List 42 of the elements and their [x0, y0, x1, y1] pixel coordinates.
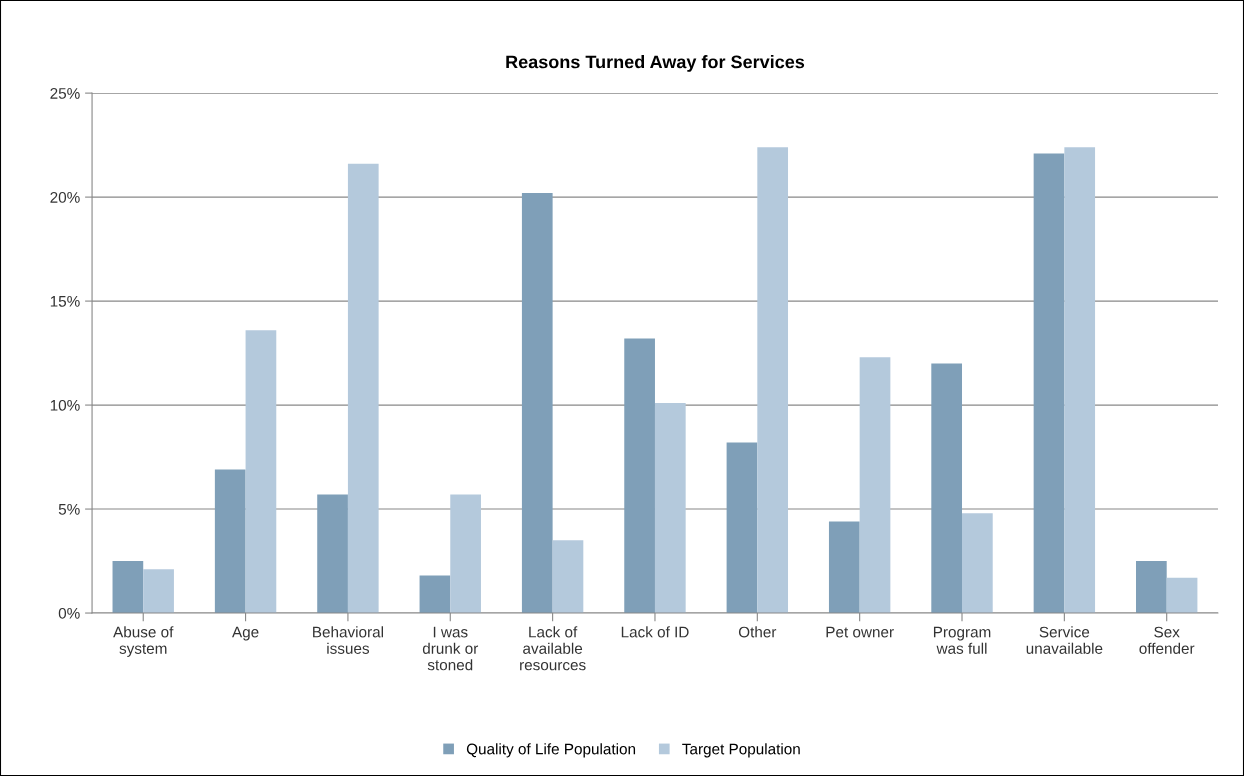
bar [347, 163, 379, 614]
y-tick-label: 5% [58, 503, 80, 515]
x-tick-label: Sex offender [1139, 626, 1195, 654]
y-tick-label: 10% [50, 399, 80, 411]
chart-title: Reasons Turned Away for Services [506, 55, 805, 72]
bar [1064, 147, 1096, 614]
bar [112, 561, 144, 614]
x-tick-label: Program was full [933, 626, 991, 654]
x-tick-label: Behavioral issues [313, 626, 383, 654]
bar [624, 338, 655, 614]
x-tick-label: I was drunk or stoned [422, 626, 479, 671]
x-tick-label: Age [232, 626, 259, 641]
bar [1166, 577, 1198, 614]
bar [143, 569, 174, 614]
legend-label: Quality of Life Population [466, 743, 636, 758]
bar [828, 521, 860, 614]
bar [962, 513, 993, 614]
y-tick-label: 20% [50, 191, 80, 203]
bar [245, 330, 277, 614]
x-tick-label: Abuse of system [113, 626, 174, 657]
bar [859, 357, 891, 614]
bar [521, 192, 553, 614]
legend-label: Target Population [682, 743, 800, 758]
y-tick-label: 0% [58, 607, 80, 619]
bar [726, 442, 758, 614]
x-tick-label: Service unavailable [1026, 626, 1103, 654]
x-tick-label: Lack of ID [621, 626, 689, 638]
bar [450, 494, 481, 614]
bar [1033, 153, 1065, 614]
bar [419, 575, 451, 614]
bar [317, 494, 348, 614]
x-tick-label: Other [738, 626, 777, 638]
bar [654, 402, 686, 614]
bar [931, 363, 963, 614]
bar [214, 469, 246, 614]
bar [757, 147, 789, 614]
bar [552, 540, 584, 614]
y-tick-label: 25% [50, 87, 80, 99]
bar [1136, 561, 1167, 614]
x-tick-label: Lack of available resources [520, 626, 586, 671]
x-tick-label: Pet owner [826, 626, 894, 638]
y-tick-label: 15% [50, 296, 80, 307]
